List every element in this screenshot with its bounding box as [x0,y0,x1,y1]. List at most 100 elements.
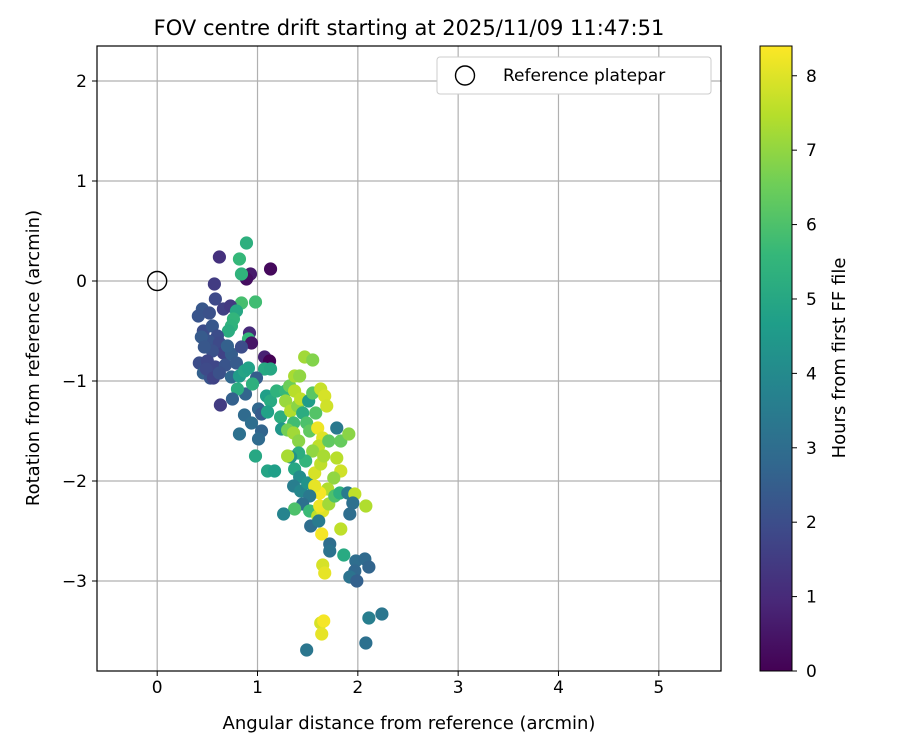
colorbar-tick-label: 7 [806,141,817,161]
scatter-point [293,369,307,383]
scatter-point [212,250,226,264]
scatter-point [300,643,314,657]
scatter-point [269,384,284,398]
x-tick-label: 4 [553,678,564,698]
x-tick-label: 0 [152,678,163,698]
scatter-point [296,406,310,420]
chart-title: FOV centre drift starting at 2025/11/09 … [154,16,665,40]
scatter-point [318,566,332,580]
scatter-point [213,398,227,412]
scatter-point [230,382,245,396]
scatter-point [263,362,278,376]
y-axis-ticks: −3 −2 −1 0 1 2 [62,72,97,592]
scatter-point [323,544,337,558]
scatter-point [245,377,260,391]
scatter-point [375,607,389,621]
colorbar-tick-label: 8 [806,67,817,87]
scatter-point [248,449,263,463]
scatter-point [320,399,334,413]
scatter-point [317,449,331,463]
x-tick-label: 2 [352,678,363,698]
colorbar-tick-label: 3 [806,439,817,459]
legend: Reference platepar [436,56,712,95]
colorbar-fill [759,45,793,672]
x-tick-label: 5 [653,678,664,698]
colorbar-tick-label: 2 [806,513,817,533]
colorbar-label: Hours from first FF file [829,258,850,459]
scatter-point [220,339,235,353]
y-tick-label: −1 [62,372,87,392]
colorbar-tick-label: 5 [806,290,817,310]
grid [97,46,721,671]
scatter-point [343,507,357,521]
scatter-point [202,306,216,320]
scatter-point [359,499,373,513]
scatter-point [346,496,360,510]
scatter-point [194,330,208,344]
scatter-point [244,336,259,350]
scatter-point [292,434,306,448]
legend-marker [454,65,476,86]
scatter-point [350,574,364,588]
legend-label: Reference platepar [503,66,665,86]
scatter-point [221,324,236,338]
scatter-point [306,444,320,458]
colorbar: 0 1 2 3 4 5 6 7 8 Hours from first FF file [759,45,850,682]
scatter-point [362,611,376,625]
scatter-point [241,361,256,375]
plot-frame [96,45,722,672]
scatter-point [288,502,302,516]
scatter-point [260,405,275,419]
scatter-point [315,627,329,641]
colorbar-tick-label: 1 [806,588,817,608]
scatter-point [199,362,213,376]
scatter-point [279,394,293,408]
scatter-point [308,479,322,493]
scatter-point [234,340,249,354]
x-tick-label: 1 [252,678,263,698]
scatter-point [191,309,205,323]
scatter-point [232,252,247,266]
scatter-point [208,292,222,306]
legend-box [436,56,712,95]
scatter-point [342,427,356,441]
scatter-point [212,366,226,380]
scatter-point [273,410,288,424]
scatter-point [251,432,266,446]
scatter-point [315,527,329,541]
y-tick-label: −3 [62,572,87,592]
scatter-point [263,394,278,408]
y-tick-label: −2 [62,472,87,492]
colorbar-ticks: 0 1 2 3 4 5 6 7 8 [792,67,817,682]
scatter-point [311,421,325,435]
y-tick-label: 0 [76,272,87,292]
scatter-point [330,421,344,435]
scatter-point [205,319,219,333]
reference-marker-group [146,270,168,292]
scatter-point [267,464,282,478]
scatter-point [232,427,247,441]
scatter-point [197,340,211,354]
x-axis-ticks: 0 1 2 3 4 5 [152,671,664,698]
colorbar-tick-label: 4 [806,364,817,384]
scatter-point [362,560,376,574]
x-axis-label: Angular distance from reference (arcmin) [223,713,596,734]
y-tick-label: 1 [76,172,87,192]
reference-marker [146,270,168,292]
x-tick-label: 3 [453,678,464,698]
scatter-point [337,548,351,562]
scatter-point [239,236,254,250]
scatter-point [327,471,341,485]
y-axis-label: Rotation from reference (arcmin) [23,210,44,506]
scatter-point [244,416,259,430]
scatter-point [334,522,348,536]
scatter-point [281,449,295,463]
scatter-point [207,277,221,291]
scatter-point [330,451,344,465]
scatter-point [263,262,278,276]
scatter-points [191,236,389,657]
scatter-point [322,434,336,448]
scatter-point [248,295,263,309]
scatter-point [234,267,249,281]
colorbar-tick-label: 6 [806,216,817,236]
